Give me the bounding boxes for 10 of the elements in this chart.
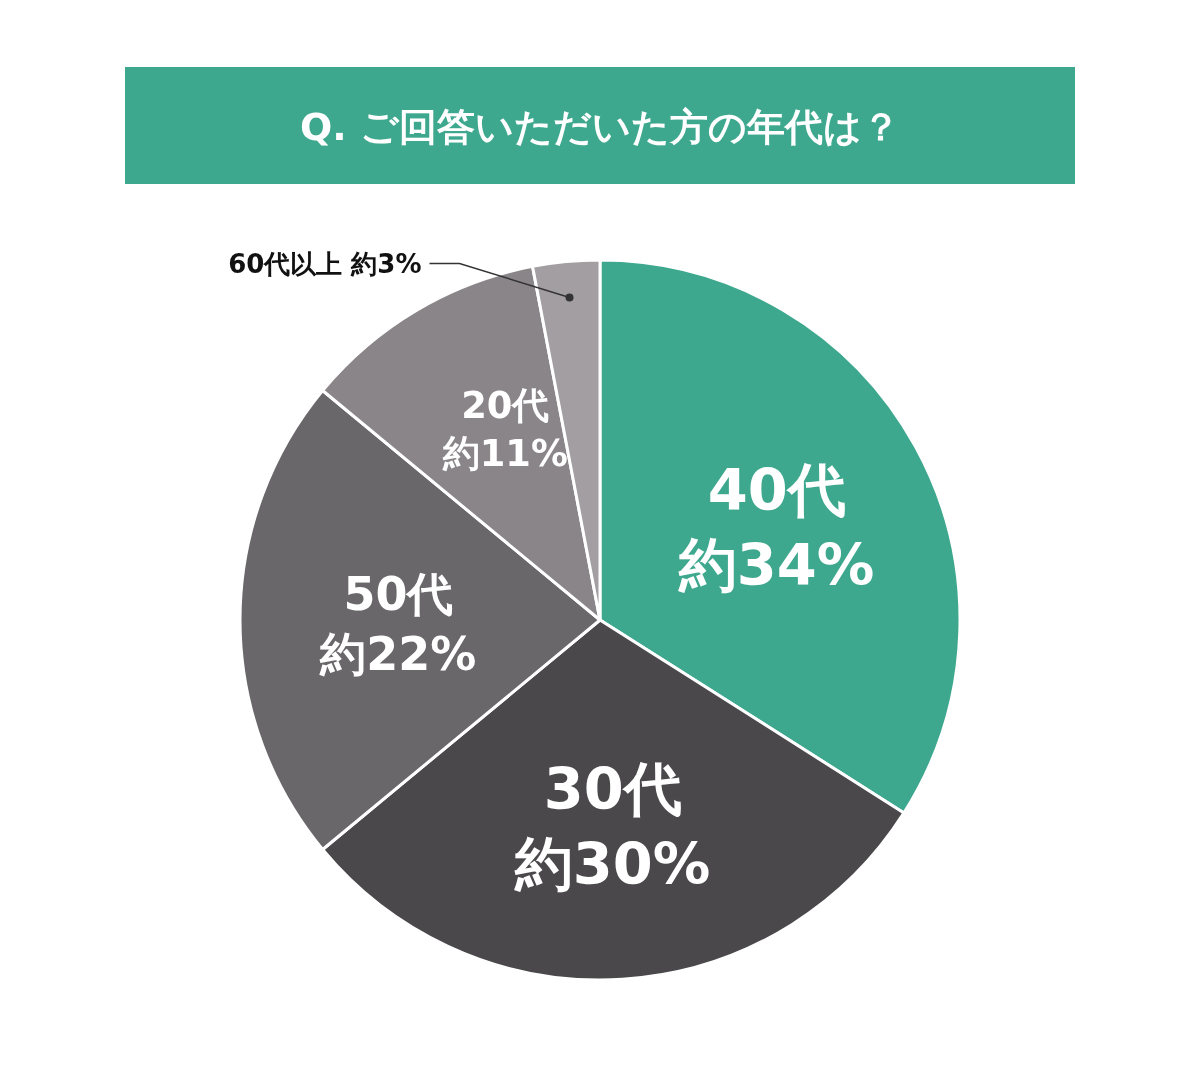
chart-title: Q. ご回答いただいた方の年代は？ (300, 105, 900, 149)
data-label: 約34% (677, 532, 875, 600)
data-label: 約22% (319, 627, 477, 681)
data-label: 約11% (441, 431, 568, 475)
data-label: 約30% (513, 830, 711, 898)
slice-label: 40代 (707, 457, 846, 525)
slice-label: 50代 (343, 567, 454, 621)
slice-label: 20代 (461, 383, 550, 427)
slice-label: 30代 (543, 755, 682, 823)
slice-label: 60代以上 約3% (228, 249, 422, 280)
